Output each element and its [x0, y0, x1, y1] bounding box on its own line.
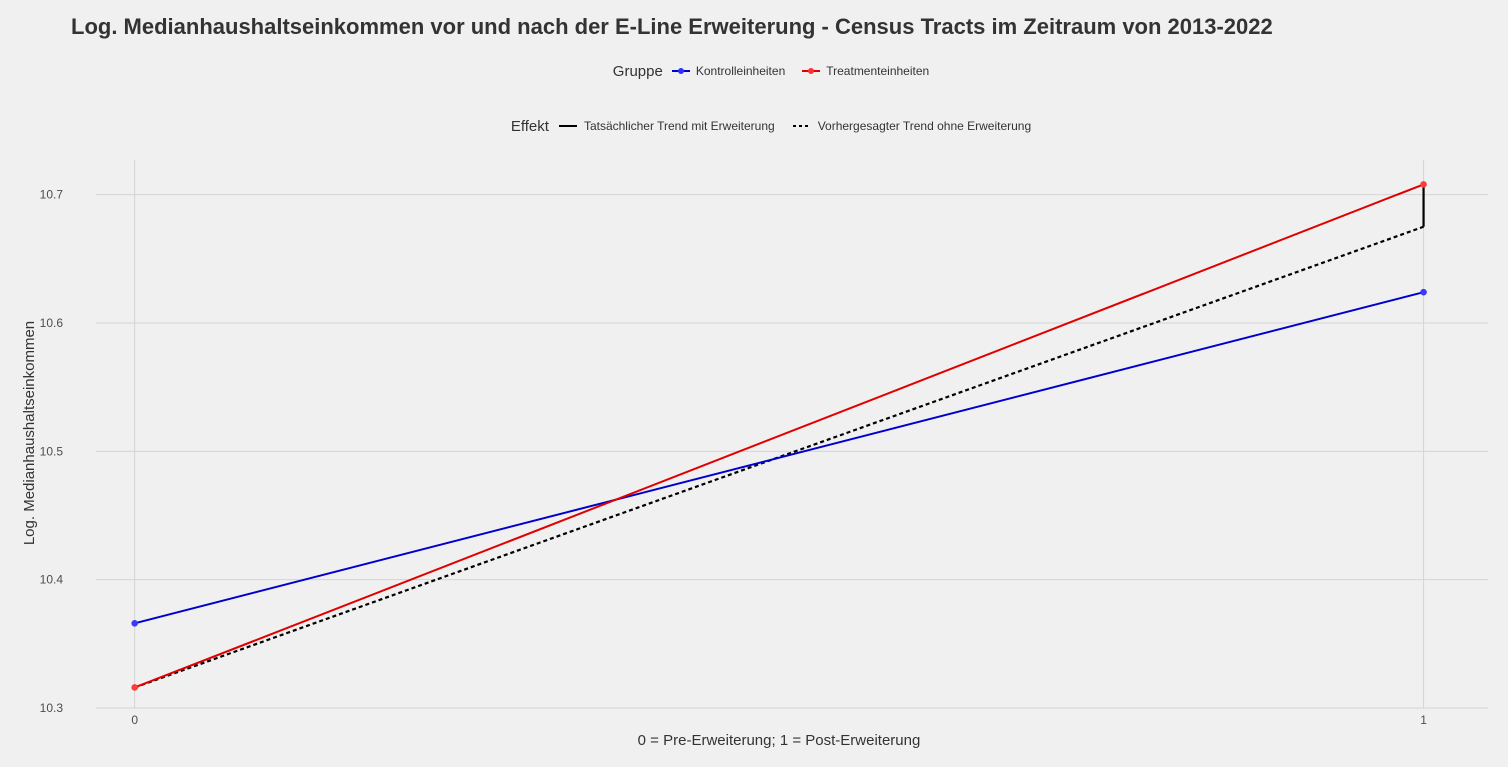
- grid-layer: [96, 160, 1488, 709]
- legend-key-solid-line-icon: [558, 125, 577, 127]
- x-tick-label: 1: [1420, 713, 1427, 727]
- legend-item-treatmenteinheiten: Treatmenteinheiten: [801, 64, 929, 78]
- legend-key-blue-line-icon: [671, 68, 690, 74]
- legend-label-tatsaechlicher-trend: Tatsächlicher Trend mit Erweiterung: [583, 119, 775, 133]
- legend-label-kontrolleinheiten: Kontrolleinheiten: [695, 64, 786, 78]
- legend-item-vorhergesagter-trend: Vorhergesagter Trend ohne Erweiterung: [791, 119, 1031, 133]
- legend-gruppe: Gruppe Kontrolleinheiten Treatmenteinhei…: [0, 62, 1508, 80]
- data-point-treatmenteinheiten: [1420, 181, 1427, 188]
- legend-item-kontrolleinheiten: Kontrolleinheiten: [671, 64, 785, 78]
- series-layer: [131, 181, 1427, 691]
- y-tick-label: 10.5: [40, 444, 64, 458]
- legend-key-dashed-line-icon: [792, 125, 811, 127]
- y-tick-label: 10.6: [40, 316, 64, 330]
- data-point-treatmenteinheiten: [131, 684, 138, 691]
- x-tick-label: 0: [131, 713, 138, 727]
- y-tick-label: 10.7: [40, 188, 64, 202]
- legend-key-red-line-icon: [802, 68, 821, 74]
- y-axis: 10.3 10.4 10.5 10.6 10.7: [40, 188, 64, 715]
- legend-label-treatmenteinheiten: Treatmenteinheiten: [826, 64, 930, 78]
- y-axis-title: Log. Medianhaushaltseinkommen: [21, 321, 38, 545]
- legend-item-tatsaechlicher-trend: Tatsächlicher Trend mit Erweiterung: [557, 119, 775, 133]
- legend-effekt: Effekt Tatsächlicher Trend mit Erweiteru…: [0, 117, 1508, 135]
- series-line-kontrolleinheiten: [134, 291, 1424, 625]
- legend-label-vorhergesagter-trend: Vorhergesagter Trend ohne Erweiterung: [817, 119, 1032, 133]
- y-tick-label: 10.3: [40, 701, 64, 715]
- chart-title: Log. Medianhaushaltseinkommen vor und na…: [71, 14, 1273, 39]
- legend-gruppe-title: Gruppe: [612, 62, 663, 80]
- series-line-treatmenteinheiten: [134, 183, 1424, 689]
- x-axis-title: 0 = Pre-Erweiterung; 1 = Post-Erweiterun…: [638, 732, 921, 749]
- legend-effekt-title: Effekt: [510, 117, 549, 135]
- data-point-kontrolleinheiten: [131, 619, 138, 627]
- y-tick-label: 10.4: [40, 573, 64, 587]
- data-point-kontrolleinheiten: [1420, 288, 1427, 296]
